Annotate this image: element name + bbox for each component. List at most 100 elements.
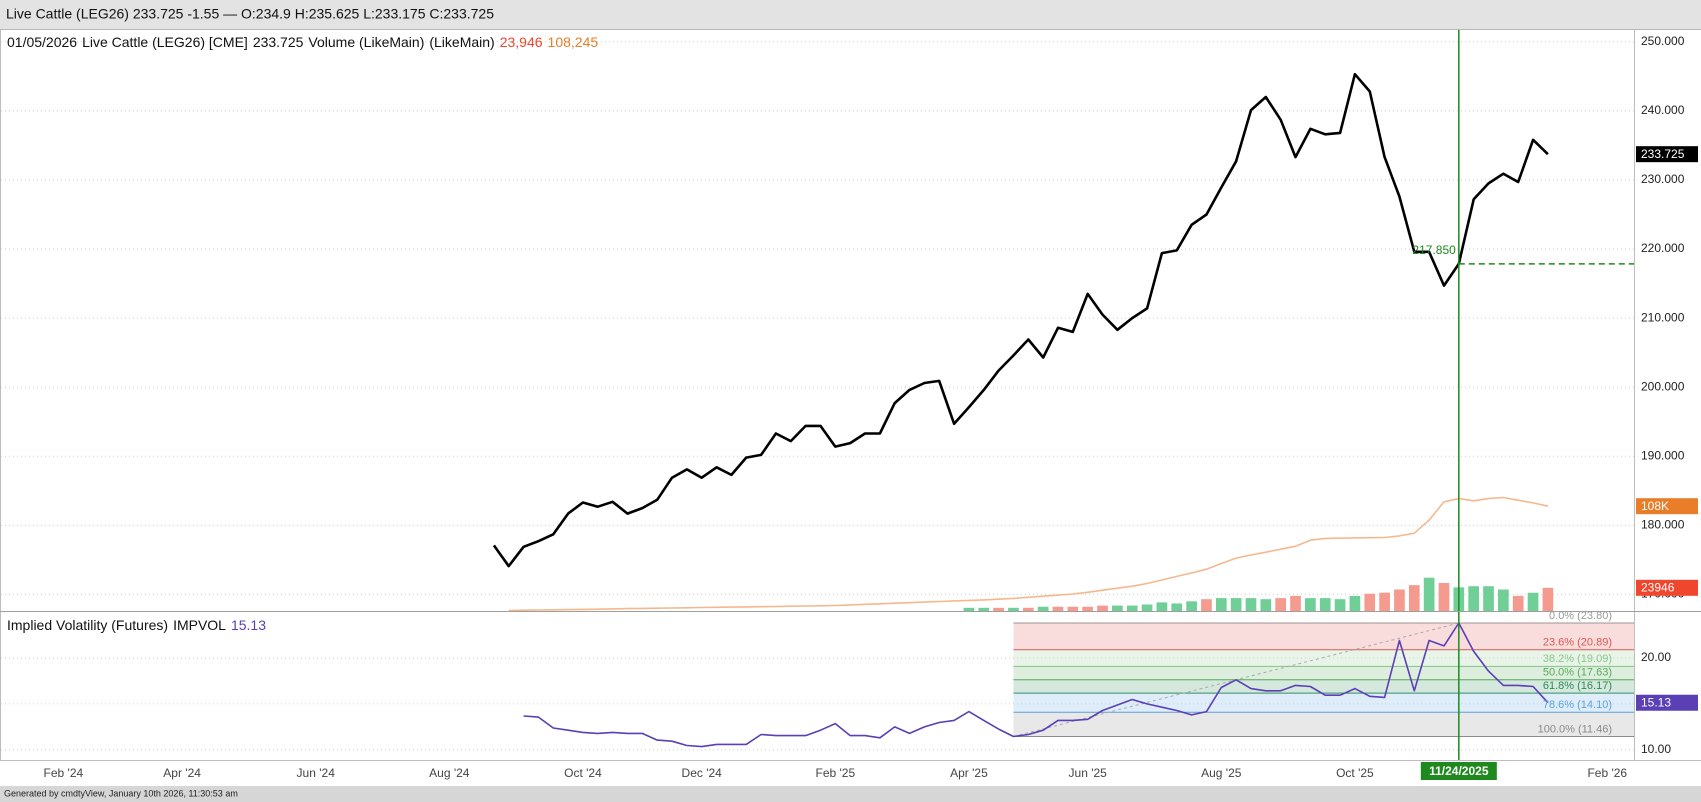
last-value-text: 23946: [1641, 580, 1675, 594]
volume-bar: [1334, 599, 1346, 611]
fib-band: [1013, 649, 1634, 667]
x-tick-label: Feb '26: [1587, 766, 1627, 780]
volume-bar: [1438, 583, 1450, 611]
volume-bar: [1498, 589, 1509, 611]
overlay-layer: 01/05/2026 Live Cattle (LEG26) [CME] 233.7…: [7, 30, 1698, 780]
fib-label: 23.6% (20.89): [1543, 637, 1612, 649]
volume-bar: [1022, 607, 1034, 611]
volume-bar: [1008, 607, 1019, 611]
iv-last-value-box: [1636, 694, 1698, 711]
volume-bar: [1305, 598, 1316, 611]
volume-bar: [1319, 598, 1331, 611]
x-tick-label: Dec '24: [682, 766, 723, 780]
volume-bar: [1364, 593, 1376, 611]
y-tick-label: 180.000: [1641, 518, 1685, 532]
fib-label: 0.0% (23.80): [1549, 610, 1612, 622]
volume-bar: [1186, 601, 1197, 611]
volume-bar: [1082, 606, 1094, 611]
x-tick-label: Jun '24: [297, 766, 336, 780]
volume-bar: [1245, 598, 1257, 611]
grid-layer: 170.000180.000190.000200.000210.000220.0…: [1, 34, 1685, 780]
crosshair-date-box: [1420, 762, 1497, 780]
volume-bar: [1156, 602, 1168, 611]
y-tick-label: 230.000: [1641, 172, 1685, 186]
fib-band: [1013, 623, 1634, 650]
x-tick-label: Oct '24: [564, 766, 602, 780]
x-tick-label: Jun '25: [1069, 766, 1108, 780]
x-tick-label: Apr '25: [950, 766, 988, 780]
volume-bar: [1230, 598, 1242, 611]
legend-item: Live Cattle (LEG26) [CME]: [82, 34, 248, 50]
fib-band: [1013, 666, 1634, 680]
y-tick-label: 220.000: [1641, 241, 1685, 255]
volume-bar: [1290, 595, 1301, 611]
volume-bar: [1275, 598, 1287, 611]
fib-label: 78.6% (14.10): [1543, 699, 1612, 711]
x-tick-label: Oct '25: [1336, 766, 1374, 780]
background-layer: [1013, 622, 1634, 737]
y-tick-label: 20.00: [1641, 650, 1671, 664]
last-value-box: [1636, 498, 1698, 515]
volume-bar: [1141, 604, 1153, 611]
header-bar: [0, 0, 1701, 29]
fib-band: [1013, 693, 1634, 713]
last-value-text: 108K: [1641, 499, 1669, 513]
volume-bar: [1067, 606, 1079, 611]
volume-bar: [1126, 605, 1138, 611]
y-tick-label: 210.000: [1641, 310, 1685, 324]
legend-item: Implied Volatility (Futures): [7, 617, 168, 633]
volume-bar: [1349, 595, 1361, 611]
footer-text: Generated by cmdtyView, January 10th 202…: [4, 788, 238, 798]
fib-label: 38.2% (19.09): [1543, 653, 1612, 665]
x-tick-label: Apr '24: [163, 766, 201, 780]
crosshair-date: 11/24/2025: [1429, 764, 1489, 778]
volume-bar: [1408, 585, 1420, 611]
crosshair-label: 217.850: [1412, 243, 1456, 257]
volume-bar: [963, 607, 975, 611]
volume-bar: [1423, 577, 1435, 611]
volume-bar: [978, 607, 990, 611]
iv-legend: Implied Volatility (Futures) IMPVOL 15.13: [7, 617, 266, 633]
volume-bar: [993, 607, 1004, 611]
fib-band: [1013, 679, 1634, 694]
volume-bar: [1542, 587, 1554, 611]
x-tick-label: Feb '25: [815, 766, 855, 780]
x-tick-label: Feb '24: [44, 766, 84, 780]
volume-bar: [1379, 592, 1390, 611]
volume-bar: [1201, 599, 1212, 611]
volume-bar: [1171, 603, 1183, 611]
x-tick-label: Aug '24: [429, 766, 470, 780]
fib-label: 61.8% (16.17): [1543, 680, 1612, 692]
volume-bar: [1394, 589, 1405, 611]
legend-item: 23,946: [500, 34, 543, 50]
x-tick-label: Aug '25: [1201, 766, 1242, 780]
volume-bar: [1215, 598, 1227, 611]
y-tick-label: 240.000: [1641, 103, 1685, 117]
legend-item: (LikeMain): [429, 34, 494, 50]
legend-item: 01/05/2026: [7, 34, 77, 50]
price-line: [492, 72, 1549, 568]
iv-last-value-text: 15.13: [1641, 695, 1671, 709]
volume-bar: [1527, 592, 1539, 611]
fib-label: 100.0% (11.46): [1538, 723, 1612, 735]
last-value-box: [1636, 146, 1698, 163]
legend-item: 233.725: [253, 34, 304, 50]
y-tick-label: 190.000: [1641, 448, 1685, 462]
iv-line: [523, 622, 1549, 748]
volume-bar: [1052, 606, 1064, 611]
last-value-text: 233.725: [1641, 147, 1685, 161]
main-legend: 01/05/2026 Live Cattle (LEG26) [CME] 233.7…: [7, 34, 598, 50]
y-tick-label: 10.00: [1641, 742, 1671, 756]
y-tick-label: 200.000: [1641, 379, 1685, 393]
legend-item: 15.13: [231, 617, 266, 633]
fib-label: 50.0% (17.63): [1543, 667, 1612, 679]
legend-item: 108,245: [548, 34, 599, 50]
volume-bar: [1512, 595, 1524, 611]
volume-bar: [1260, 599, 1272, 611]
volume-bar: [1468, 586, 1480, 611]
footer-bar: [0, 786, 1701, 802]
fib-band: [1013, 712, 1634, 737]
y-tick-label: 250.000: [1641, 34, 1685, 48]
